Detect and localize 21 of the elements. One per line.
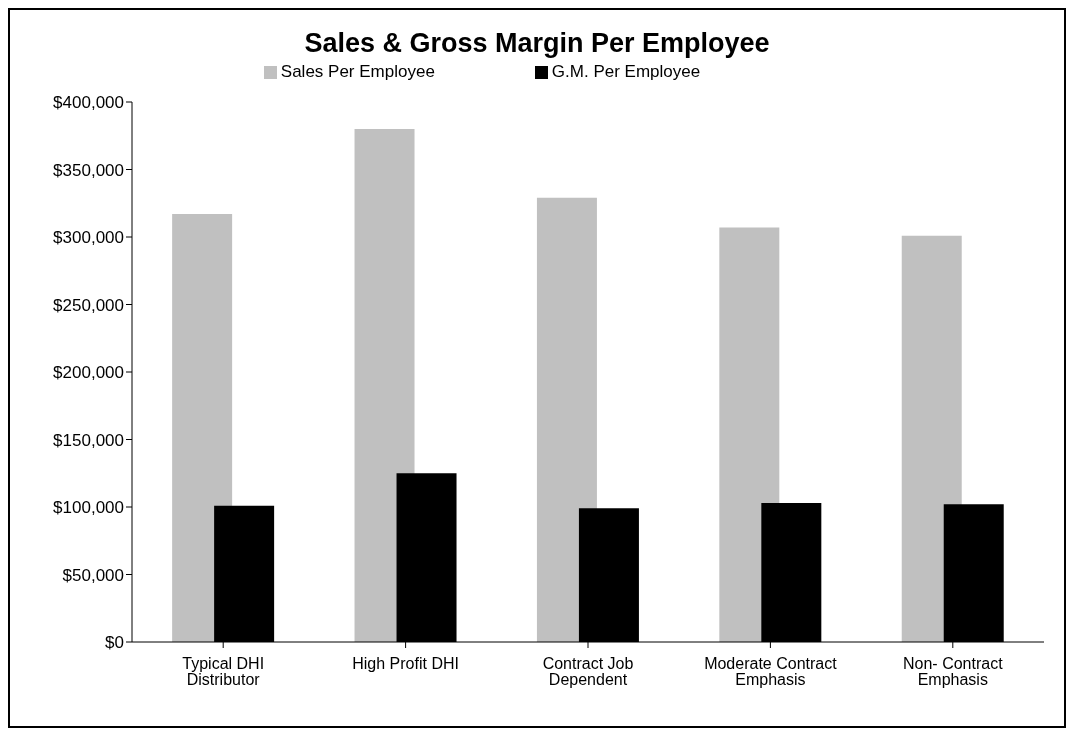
bar xyxy=(172,214,233,642)
legend-label: G.M. Per Employee xyxy=(551,62,701,81)
x-tick-label: Moderate Contract Emphasis xyxy=(704,655,838,689)
x-tick-label: Contract Job Dependent xyxy=(542,655,634,689)
y-tick-label: $400,000 xyxy=(53,93,124,113)
y-tick-label: $250,000 xyxy=(53,295,124,315)
x-tick-label: Typical DHI Distributor xyxy=(182,655,265,689)
y-tick-label: $350,000 xyxy=(53,160,124,180)
y-tick-label: $200,000 xyxy=(53,363,124,383)
legend-label: Sales Per Employee xyxy=(280,62,435,81)
y-tick-label: $150,000 xyxy=(53,430,124,450)
y-tick-label: $0 xyxy=(105,633,124,653)
y-tick-label: $300,000 xyxy=(53,228,124,248)
x-tick-label: High Profit DHI xyxy=(352,655,459,673)
bar xyxy=(719,227,780,642)
bar xyxy=(536,197,597,642)
x-tick-label: Non- Contract Emphasis xyxy=(903,655,1004,689)
chart-title: Sales & Gross Margin Per Employee xyxy=(303,28,771,60)
bar xyxy=(354,129,415,642)
y-tick-label: $100,000 xyxy=(53,498,124,518)
y-tick-label: $50,000 xyxy=(62,565,124,585)
